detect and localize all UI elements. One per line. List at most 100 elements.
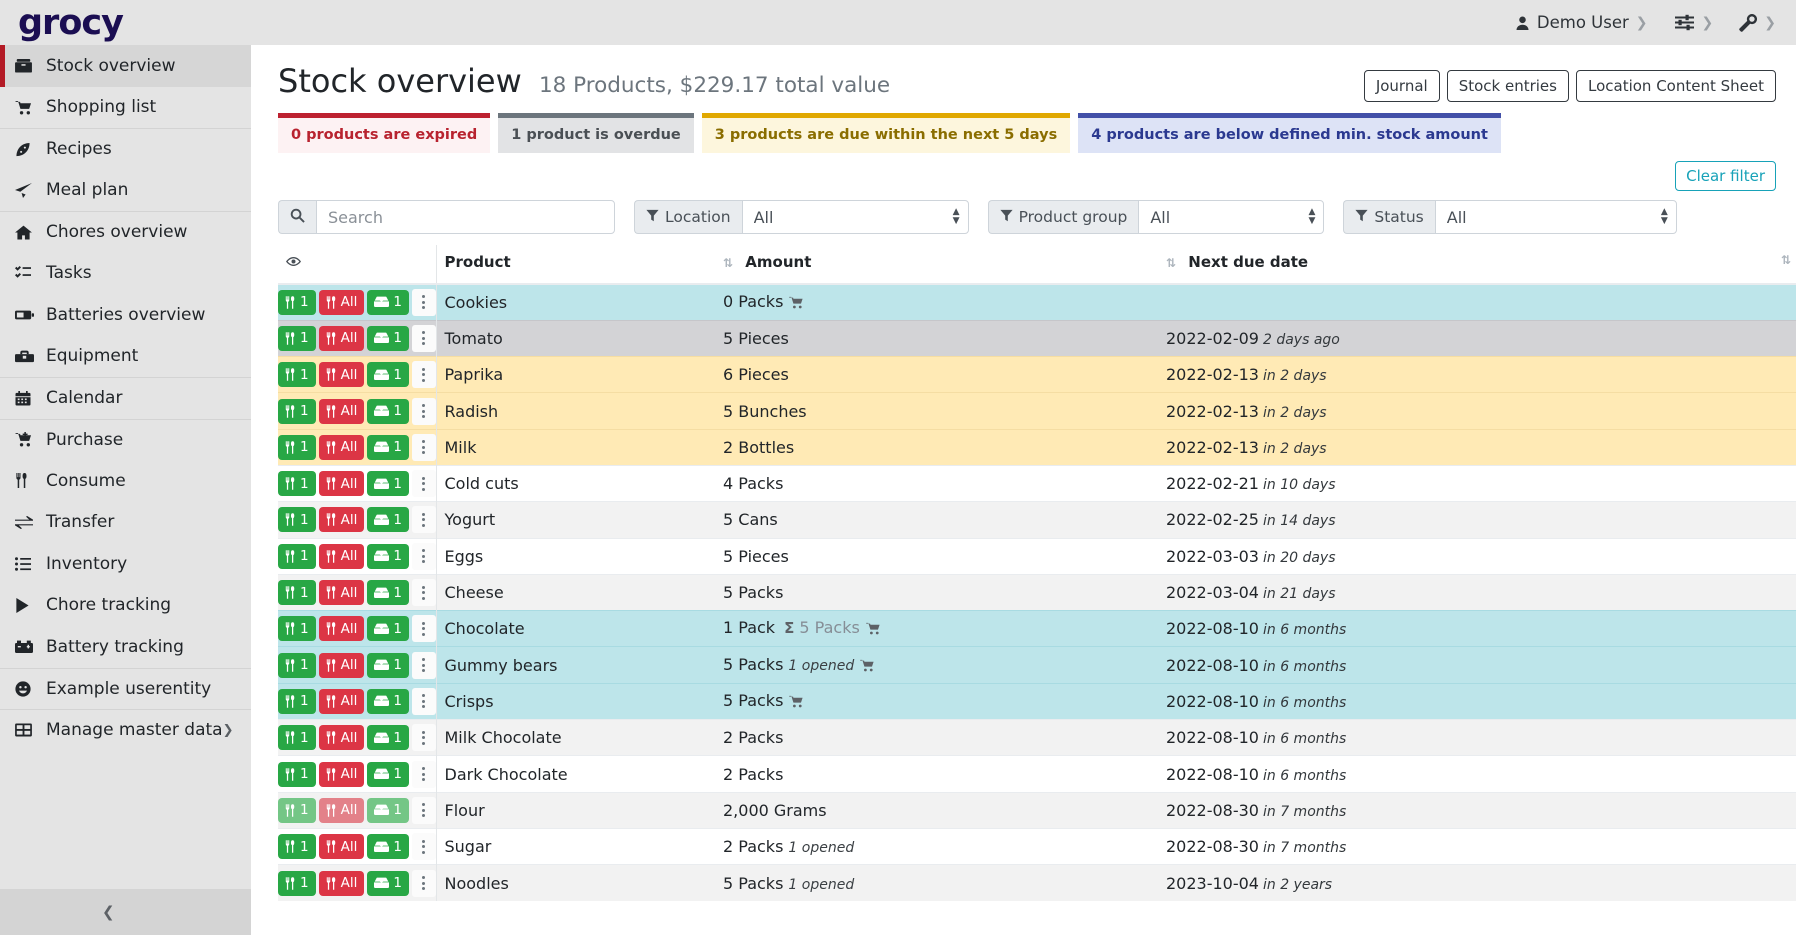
- location-select[interactable]: All: [741, 200, 969, 234]
- product-cell[interactable]: Milk: [435, 428, 715, 466]
- consume-all-button[interactable]: All: [318, 434, 365, 460]
- product-cell[interactable]: Eggs: [435, 537, 715, 575]
- table-row[interactable]: 1 All 1 Yogurt 5 Cans 2022-02-25 in 14 days: [278, 501, 1796, 539]
- consume-all-button[interactable]: All: [318, 471, 365, 497]
- sidebar-item-meal-plan[interactable]: Meal plan: [0, 170, 251, 212]
- tools-menu[interactable]: ❯: [1739, 13, 1776, 32]
- product-cell[interactable]: Yogurt: [435, 501, 715, 539]
- row-more-menu-button[interactable]: [411, 833, 436, 861]
- row-more-menu-button[interactable]: [411, 470, 436, 498]
- product-cell[interactable]: Flour: [435, 791, 715, 829]
- status-card-overdue[interactable]: 1 product is overdue: [498, 113, 694, 153]
- consume-one-button[interactable]: 1: [278, 761, 316, 787]
- product-cell[interactable]: Radish: [435, 392, 715, 430]
- sidebar-item-shopping-list[interactable]: Shopping list: [0, 87, 251, 129]
- row-more-menu-button[interactable]: [411, 506, 436, 534]
- table-row[interactable]: 1 All 1 Tomato 5 Pieces 2022-02-09 2 days ago: [278, 319, 1796, 357]
- table-row[interactable]: 1 All 1 Gummy bears 5 Packs 1 opened 2022-08-1…: [278, 646, 1796, 684]
- mark-opened-button[interactable]: 1: [367, 362, 409, 388]
- product-cell[interactable]: Dark Chocolate: [435, 755, 715, 793]
- sidebar-item-example-userentity[interactable]: Example userentity: [0, 667, 251, 710]
- consume-all-button[interactable]: All: [318, 725, 365, 751]
- sidebar-item-inventory[interactable]: Inventory: [0, 543, 251, 585]
- add-to-shopping-list-icon[interactable]: [866, 620, 881, 639]
- status-card-due-soon[interactable]: 3 products are due within the next 5 day…: [701, 113, 1071, 153]
- mark-opened-button[interactable]: 1: [367, 652, 409, 678]
- consume-one-button[interactable]: 1: [278, 580, 316, 606]
- product-cell[interactable]: Cold cuts: [435, 464, 715, 502]
- add-to-shopping-list-icon[interactable]: [789, 693, 804, 712]
- sidebar-item-manage-master-data[interactable]: Manage master data ❯: [0, 709, 251, 751]
- consume-all-button[interactable]: All: [318, 507, 365, 533]
- consume-all-button[interactable]: All: [318, 652, 365, 678]
- product-cell[interactable]: Gummy bears: [435, 646, 715, 684]
- consume-one-button[interactable]: 1: [278, 398, 316, 424]
- app-logo[interactable]: grocy: [18, 2, 124, 43]
- row-more-menu-button[interactable]: [411, 397, 436, 425]
- row-more-menu-button[interactable]: [411, 433, 436, 461]
- row-more-menu-button[interactable]: [411, 687, 436, 715]
- product-cell[interactable]: Crisps: [435, 682, 715, 720]
- table-row[interactable]: 1 All 1 Milk Chocolate 2 Packs 2022-08-10 in 6…: [278, 719, 1796, 756]
- row-more-menu-button[interactable]: [411, 361, 436, 389]
- sidebar-item-chores-overview[interactable]: Chores overview: [0, 211, 251, 253]
- sidebar-item-calendar[interactable]: Calendar: [0, 377, 251, 419]
- mark-opened-button[interactable]: 1: [367, 761, 409, 787]
- search-input[interactable]: [316, 200, 615, 234]
- mark-opened-button[interactable]: 1: [367, 725, 409, 751]
- settings-menu[interactable]: ❯: [1674, 14, 1713, 31]
- row-more-menu-button[interactable]: [411, 615, 436, 643]
- consume-all-button[interactable]: All: [318, 398, 365, 424]
- clear-filter-button[interactable]: Clear filter: [1675, 161, 1776, 191]
- sidebar-item-consume[interactable]: Consume: [0, 460, 251, 502]
- consume-one-button[interactable]: 1: [278, 797, 316, 823]
- consume-one-button[interactable]: 1: [278, 471, 316, 497]
- consume-all-button[interactable]: All: [318, 325, 365, 351]
- sidebar-collapse-button[interactable]: ❮: [0, 889, 251, 935]
- row-more-menu-button[interactable]: [411, 288, 436, 316]
- consume-one-button[interactable]: 1: [278, 325, 316, 351]
- table-row[interactable]: 1 All 1 Eggs 5 Pieces 2022-03-03 in 20 days: [278, 537, 1796, 575]
- product-cell[interactable]: Tomato: [435, 319, 715, 357]
- col-next-due-date[interactable]: ⇅ Next due date ⇅: [1158, 245, 1796, 285]
- consume-all-button[interactable]: All: [318, 616, 365, 642]
- row-more-menu-button[interactable]: [411, 760, 436, 788]
- product-cell[interactable]: Sugar: [435, 827, 715, 865]
- eye-icon[interactable]: [286, 253, 301, 271]
- table-row[interactable]: 1 All 1 Paprika 6 Pieces 2022-02-13 in 2 days: [278, 356, 1796, 393]
- mark-opened-button[interactable]: 1: [367, 797, 409, 823]
- table-row[interactable]: 1 All 1 Dark Chocolate 2 Packs 2022-08-10 in 6…: [278, 755, 1796, 793]
- row-more-menu-button[interactable]: [411, 869, 436, 897]
- sidebar-item-batteries-overview[interactable]: Batteries overview: [0, 294, 251, 336]
- consume-all-button[interactable]: All: [318, 580, 365, 606]
- consume-one-button[interactable]: 1: [278, 543, 316, 569]
- row-more-menu-button[interactable]: [411, 324, 436, 352]
- consume-one-button[interactable]: 1: [278, 616, 316, 642]
- sidebar-item-battery-tracking[interactable]: Battery tracking: [0, 626, 251, 668]
- add-to-shopping-list-icon[interactable]: [789, 294, 804, 313]
- row-more-menu-button[interactable]: [411, 796, 436, 824]
- row-more-menu-button[interactable]: [411, 579, 436, 607]
- consume-one-button[interactable]: 1: [278, 652, 316, 678]
- status-card-below-min[interactable]: 4 products are below defined min. stock …: [1078, 113, 1501, 153]
- table-row[interactable]: 1 All 1 Milk 2 Bottles 2022-02-13 in 2 days: [278, 428, 1796, 466]
- stock-entries-button[interactable]: Stock entries: [1446, 70, 1569, 102]
- mark-opened-button[interactable]: 1: [367, 616, 409, 642]
- consume-all-button[interactable]: All: [318, 543, 365, 569]
- mark-opened-button[interactable]: 1: [367, 870, 409, 896]
- table-row[interactable]: 1 All 1 Radish 5 Bunches 2022-02-13 in 2 days: [278, 392, 1796, 430]
- col-amount[interactable]: ⇅ Amount: [715, 245, 1158, 285]
- table-row[interactable]: 1 All 1 Cookies 0 Packs: [278, 283, 1796, 321]
- product-cell[interactable]: Chocolate: [435, 610, 715, 647]
- sidebar-item-tasks[interactable]: Tasks: [0, 253, 251, 295]
- sidebar-item-equipment[interactable]: Equipment: [0, 336, 251, 378]
- user-menu[interactable]: Demo User ❯: [1515, 13, 1648, 32]
- add-to-shopping-list-icon[interactable]: [860, 657, 875, 676]
- mark-opened-button[interactable]: 1: [367, 507, 409, 533]
- row-more-menu-button[interactable]: [411, 651, 436, 679]
- table-row[interactable]: 1 All 1 Crisps 5 Packs 2022-08-10 in 6 months: [278, 682, 1796, 720]
- status-card-expired[interactable]: 0 products are expired: [278, 113, 491, 153]
- table-row[interactable]: 1 All 1 Noodles 5 Packs 1 opened 2023-10-04 in …: [278, 864, 1796, 902]
- consume-all-button[interactable]: All: [318, 761, 365, 787]
- table-row[interactable]: 1 All 1 Cheese 5 Packs 2022-03-04 in 21 days: [278, 573, 1796, 611]
